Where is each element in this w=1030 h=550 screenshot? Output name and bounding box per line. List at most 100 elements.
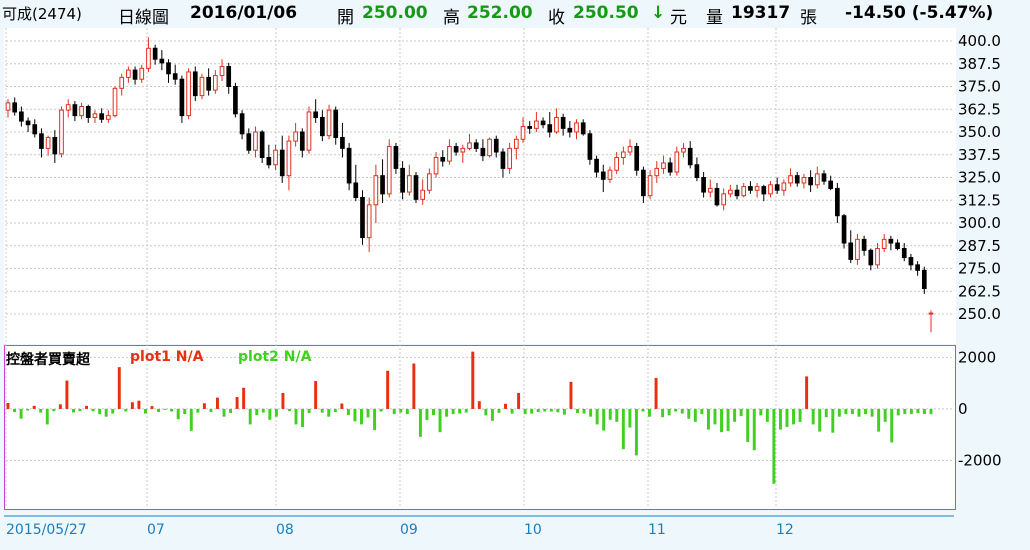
- indicator-tick-label: 2000: [958, 348, 996, 366]
- plot2-bar: [890, 408, 894, 443]
- plot2-bar: [837, 408, 841, 417]
- plot2-bar: [170, 408, 174, 412]
- price-tick-label: 337.5: [958, 146, 1001, 164]
- candle-body: [560, 116, 566, 129]
- candle-body: [146, 47, 151, 69]
- plot2-bar: [608, 408, 612, 420]
- candle-body: [714, 187, 720, 206]
- high-value: 252.00: [467, 3, 533, 23]
- candle-body: [413, 175, 419, 200]
- plot2-bar: [909, 408, 913, 415]
- candle-body: [875, 247, 880, 266]
- plot2-bar: [765, 408, 769, 422]
- high-label: 高: [443, 8, 460, 28]
- plot2-bar: [360, 408, 363, 425]
- plot2-bar: [713, 408, 717, 425]
- plot2-bar: [255, 408, 259, 416]
- volume-value: 19317: [731, 3, 791, 23]
- plot2-bar: [510, 408, 514, 414]
- stock-name: 可成(2474): [2, 5, 82, 23]
- plot2-bar: [26, 408, 30, 411]
- candle-body: [12, 102, 18, 113]
- plot2-bar: [484, 408, 488, 416]
- candle-body: [534, 120, 539, 129]
- indicator-title: 控盤者買賣超: [6, 352, 90, 368]
- plot2-bar: [183, 408, 187, 415]
- candle-body: [493, 138, 499, 153]
- candle-body: [667, 162, 673, 173]
- plot2-bar: [595, 408, 599, 425]
- plot2-bar: [648, 408, 651, 417]
- plot1-bar: [340, 403, 344, 409]
- date-tick-label: 2015/05/27: [6, 522, 87, 538]
- candle-body: [427, 173, 432, 191]
- candle-body: [126, 69, 131, 78]
- plot2-bar: [19, 408, 23, 419]
- plot1-label: plot1 N/A: [130, 349, 204, 365]
- plot2-bar: [143, 408, 147, 414]
- plot2-bar: [772, 408, 776, 484]
- plot1-bar: [805, 376, 809, 409]
- candle-body: [687, 147, 693, 166]
- candle-body: [500, 151, 506, 169]
- candle-body: [701, 177, 706, 193]
- plot2-bar: [392, 408, 396, 415]
- open-value: 250.00: [362, 3, 428, 23]
- candle-body: [139, 67, 145, 80]
- plot2-bar: [674, 408, 678, 412]
- candle-body: [172, 73, 178, 80]
- plot2-bar: [39, 408, 43, 413]
- plot2-bar: [294, 408, 298, 425]
- candle-body: [152, 47, 158, 60]
- candle-body: [132, 69, 138, 80]
- candle-body: [186, 71, 191, 117]
- plot2-bar: [432, 408, 435, 416]
- candle-body: [206, 76, 211, 91]
- plot2-bar: [857, 408, 861, 417]
- candle-body: [754, 186, 760, 191]
- plot2-bar: [111, 408, 115, 414]
- candle-body: [848, 242, 854, 260]
- period-label: 日線圖: [118, 8, 169, 28]
- candle-body: [420, 189, 426, 200]
- candle-body: [293, 131, 298, 142]
- plot2-bar: [621, 408, 625, 450]
- candle-body: [513, 138, 519, 149]
- plot2-bar: [78, 408, 82, 411]
- candle-body: [59, 109, 64, 155]
- plot1-bar: [517, 392, 521, 409]
- plot2-bar: [628, 408, 632, 428]
- candle-body: [105, 115, 111, 120]
- plot2-bar: [13, 408, 17, 413]
- candle-body: [600, 171, 606, 180]
- plot2-bar: [680, 408, 684, 414]
- plot1-bar: [386, 370, 390, 409]
- plot1-bar: [216, 397, 219, 409]
- candle-body: [748, 186, 753, 191]
- plot2-bar: [45, 408, 49, 425]
- plot2-bar: [438, 408, 442, 433]
- volume-label: 量: [706, 8, 723, 28]
- plot1-bar: [202, 403, 206, 409]
- plot2-bar: [700, 408, 704, 415]
- candle-body: [233, 86, 238, 115]
- plot2-bar: [778, 408, 782, 430]
- down-arrow-icon: ↓: [651, 3, 666, 23]
- price-tick-label: 375.0: [958, 78, 1001, 96]
- close-value: 250.50: [573, 3, 639, 23]
- plot2-bar: [706, 408, 710, 430]
- close-label: 收: [548, 8, 565, 28]
- plot2-bar: [798, 408, 802, 422]
- candle-body: [279, 149, 285, 177]
- candle-body: [721, 193, 726, 206]
- candle-body: [5, 102, 11, 111]
- plot2-bar: [451, 408, 455, 415]
- plot2-bar: [733, 408, 737, 422]
- plot2-bar: [811, 408, 815, 425]
- indicator-panel: [4, 345, 956, 510]
- plot1-bar: [242, 387, 246, 409]
- candle-body: [681, 147, 686, 153]
- candle-body: [213, 75, 218, 91]
- candle-body: [259, 131, 265, 158]
